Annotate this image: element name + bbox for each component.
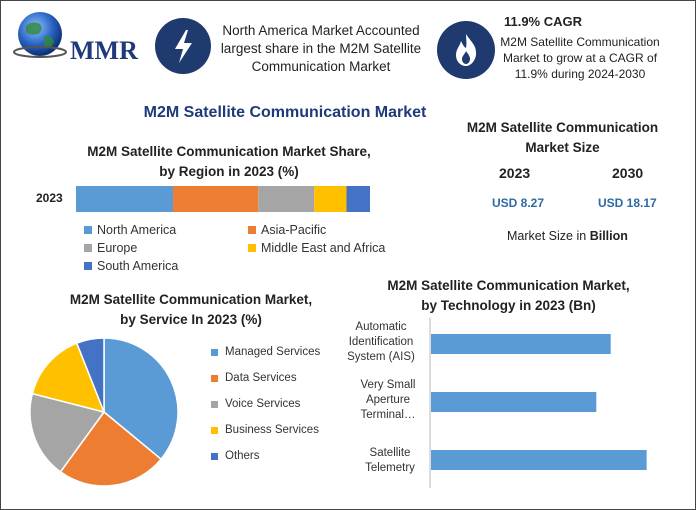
mmr-logo: MMR [10, 8, 140, 65]
tech-category-label: Very Small Aperture Terminal… [360, 379, 416, 421]
service-legend-item: Managed Services [211, 346, 320, 358]
size-unit-label: Market Size in Billion [507, 229, 628, 243]
pie-slice-4 [75, 337, 105, 413]
region-bar-segment-1 [173, 186, 259, 212]
region-chart-title: M2M Satellite Communication Market Share… [87, 144, 371, 179]
legend-label: Data Services [225, 372, 297, 384]
legend-swatch [84, 244, 92, 252]
legend-label: Managed Services [225, 346, 321, 358]
region-bar-segment-2 [258, 186, 315, 212]
region-bar-category: 2023 [36, 191, 63, 205]
legend-swatch [84, 262, 92, 270]
region-legend-item: Asia-Pacific [248, 223, 326, 237]
service-pie-chart [29, 337, 179, 487]
legend-label: Business Services [225, 424, 319, 436]
legend-swatch [211, 400, 218, 408]
size-value-2030: USD 18.17 [598, 196, 657, 210]
region-legend-item: North America [84, 223, 176, 237]
logo-text: MMR [70, 36, 138, 65]
region-highlight-text: North America Market Accounted largest s… [220, 23, 422, 74]
market-size-title: M2M Satellite Communication Market Size [466, 120, 659, 155]
size-year-2023: 2023 [499, 165, 531, 181]
globe-icon [13, 12, 67, 58]
region-bar-segment-0 [76, 186, 174, 212]
legend-swatch [84, 226, 92, 234]
legend-label: Europe [97, 241, 138, 255]
legend-swatch [211, 426, 218, 434]
service-legend-item: Data Services [211, 372, 297, 384]
size-value-2023: USD 8.27 [492, 196, 545, 210]
legend-label: Voice Services [225, 398, 301, 410]
region-bar-segment-4 [346, 186, 370, 212]
tech-category-label: Automatic Identification System (AIS) [347, 321, 415, 363]
legend-label: South America [97, 259, 179, 273]
legend-label: Middle East and Africa [261, 241, 386, 255]
cagr-text: M2M Satellite Communication Market to gr… [500, 35, 660, 81]
legend-swatch [211, 452, 218, 460]
size-unit-bold: Billion [589, 229, 628, 243]
region-legend-item: South America [84, 259, 178, 273]
service-legend-item: Business Services [211, 424, 319, 436]
region-legend-item: Europe [84, 241, 137, 255]
cagr-title: 11.9% CAGR [503, 14, 583, 29]
size-year-2030: 2030 [612, 165, 644, 181]
tech-bar-1 [431, 392, 597, 412]
technology-bar-chart [429, 318, 647, 488]
legend-label: North America [97, 223, 177, 237]
pie-slice-2 [29, 392, 106, 473]
technology-chart-title: M2M Satellite Communication Market, by Te… [387, 278, 630, 313]
service-legend-item: Voice Services [211, 398, 300, 410]
pie-slice-0 [103, 337, 179, 461]
tech-category-label: Satellite Telemetry [365, 447, 415, 474]
legend-swatch [211, 374, 218, 382]
lightning-bolt-icon [155, 18, 211, 74]
legend-swatch [248, 226, 256, 234]
region-stacked-bar [76, 186, 370, 212]
tech-bar-0 [431, 334, 611, 354]
main-title: M2M Satellite Communication Market [143, 104, 427, 121]
flame-icon [437, 21, 495, 79]
region-legend-item: Middle East and Africa [248, 241, 385, 255]
size-unit-prefix: Market Size in [507, 229, 587, 243]
legend-label: Others [225, 450, 260, 462]
legend-swatch [248, 244, 256, 252]
tech-bar-2 [431, 450, 647, 470]
pie-slice-3 [31, 342, 106, 414]
legend-swatch [211, 348, 218, 356]
service-legend-item: Others [211, 450, 260, 462]
region-bar-segment-3 [314, 186, 347, 212]
legend-label: Asia-Pacific [261, 223, 327, 237]
pie-slice-1 [59, 410, 163, 487]
service-chart-title: M2M Satellite Communication Market, by Se… [69, 292, 313, 327]
